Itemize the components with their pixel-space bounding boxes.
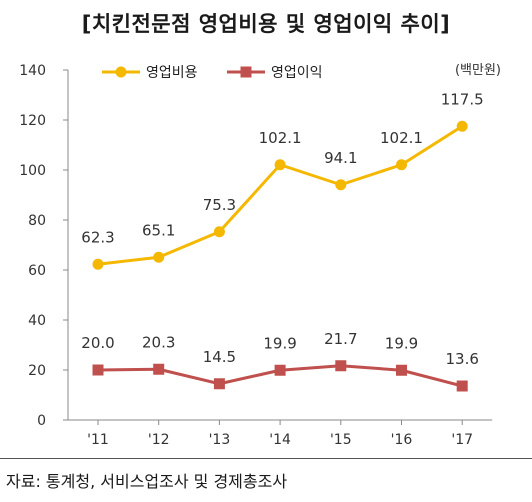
y-tick-label: 120 xyxy=(19,113,46,129)
x-tick-label: '13 xyxy=(209,432,231,448)
profit-point xyxy=(153,363,165,375)
profit-point xyxy=(92,364,104,376)
profit-point xyxy=(456,380,468,392)
profit-point xyxy=(274,364,286,376)
cost-data-label: 62.3 xyxy=(81,228,114,246)
source-divider xyxy=(0,458,532,459)
profit-point xyxy=(213,378,225,390)
profit-data-label: 20.0 xyxy=(81,334,114,352)
cost-point xyxy=(396,159,407,171)
profit-data-label: 14.5 xyxy=(203,348,236,366)
x-tick-label: '12 xyxy=(148,432,170,448)
unit-label: (백만원) xyxy=(455,63,501,78)
y-tick-label: 60 xyxy=(28,263,46,279)
legend-cost-marker xyxy=(115,66,127,78)
y-tick-label: 0 xyxy=(37,413,46,429)
chart-title: [치킨전문점 영업비용 및 영업이익 추이] xyxy=(81,12,451,36)
cost-point xyxy=(153,251,165,263)
cost-data-label: 94.1 xyxy=(324,149,357,167)
series-group xyxy=(92,120,468,392)
line-chart: 0 20 40 60 80 100 120 140 '11 '12 '13 '14 '15 '16 '17… xyxy=(19,63,501,448)
source-note: 자료: 통계청, 서비스업조사 및 경제총조사 xyxy=(6,472,288,491)
y-tick-label: 40 xyxy=(28,313,46,329)
legend: 영업비용 영업이익 xyxy=(102,65,323,81)
profit-point xyxy=(396,364,407,376)
x-tick-label: '14 xyxy=(269,432,291,448)
y-tick-label: 100 xyxy=(19,163,46,179)
profit-data-label: 19.9 xyxy=(385,334,418,352)
cost-data-label: 102.1 xyxy=(380,129,423,147)
y-tick-label: 20 xyxy=(28,363,46,379)
y-axis-group: 0 20 40 60 80 100 120 140 xyxy=(19,63,69,429)
x-tick-label: '15 xyxy=(330,432,352,448)
legend-profit-label: 영업이익 xyxy=(271,65,323,81)
profit-data-label: 19.9 xyxy=(263,334,296,352)
cost-data-label: 117.5 xyxy=(441,90,484,108)
cost-point xyxy=(92,258,104,270)
cost-data-label: 65.1 xyxy=(142,221,175,239)
legend-profit-marker xyxy=(240,66,252,78)
profit-point xyxy=(335,360,347,372)
x-axis-group: '11 '12 '13 '14 '15 '16 '17 xyxy=(68,419,493,448)
cost-data-label: 75.3 xyxy=(203,196,236,214)
cost-point xyxy=(335,179,347,191)
labels-group: 62.3 65.1 75.3 102.1 94.1 102.1 117.5 20.0 20.3 1… xyxy=(81,90,483,368)
x-tick-label: '16 xyxy=(391,432,413,448)
profit-data-label: 21.7 xyxy=(324,330,357,348)
y-tick-label: 140 xyxy=(19,63,46,79)
x-tick-label: '17 xyxy=(451,432,473,448)
cost-point xyxy=(456,120,468,132)
cost-point xyxy=(213,226,225,238)
profit-data-label: 13.6 xyxy=(445,350,478,368)
profit-data-label: 20.3 xyxy=(142,333,175,351)
x-tick-label: '11 xyxy=(87,432,109,448)
y-tick-label: 80 xyxy=(28,213,46,229)
cost-point xyxy=(274,159,286,171)
legend-cost-label: 영업비용 xyxy=(146,65,198,81)
cost-data-label: 102.1 xyxy=(259,129,302,147)
series-line-cost xyxy=(97,124,464,266)
